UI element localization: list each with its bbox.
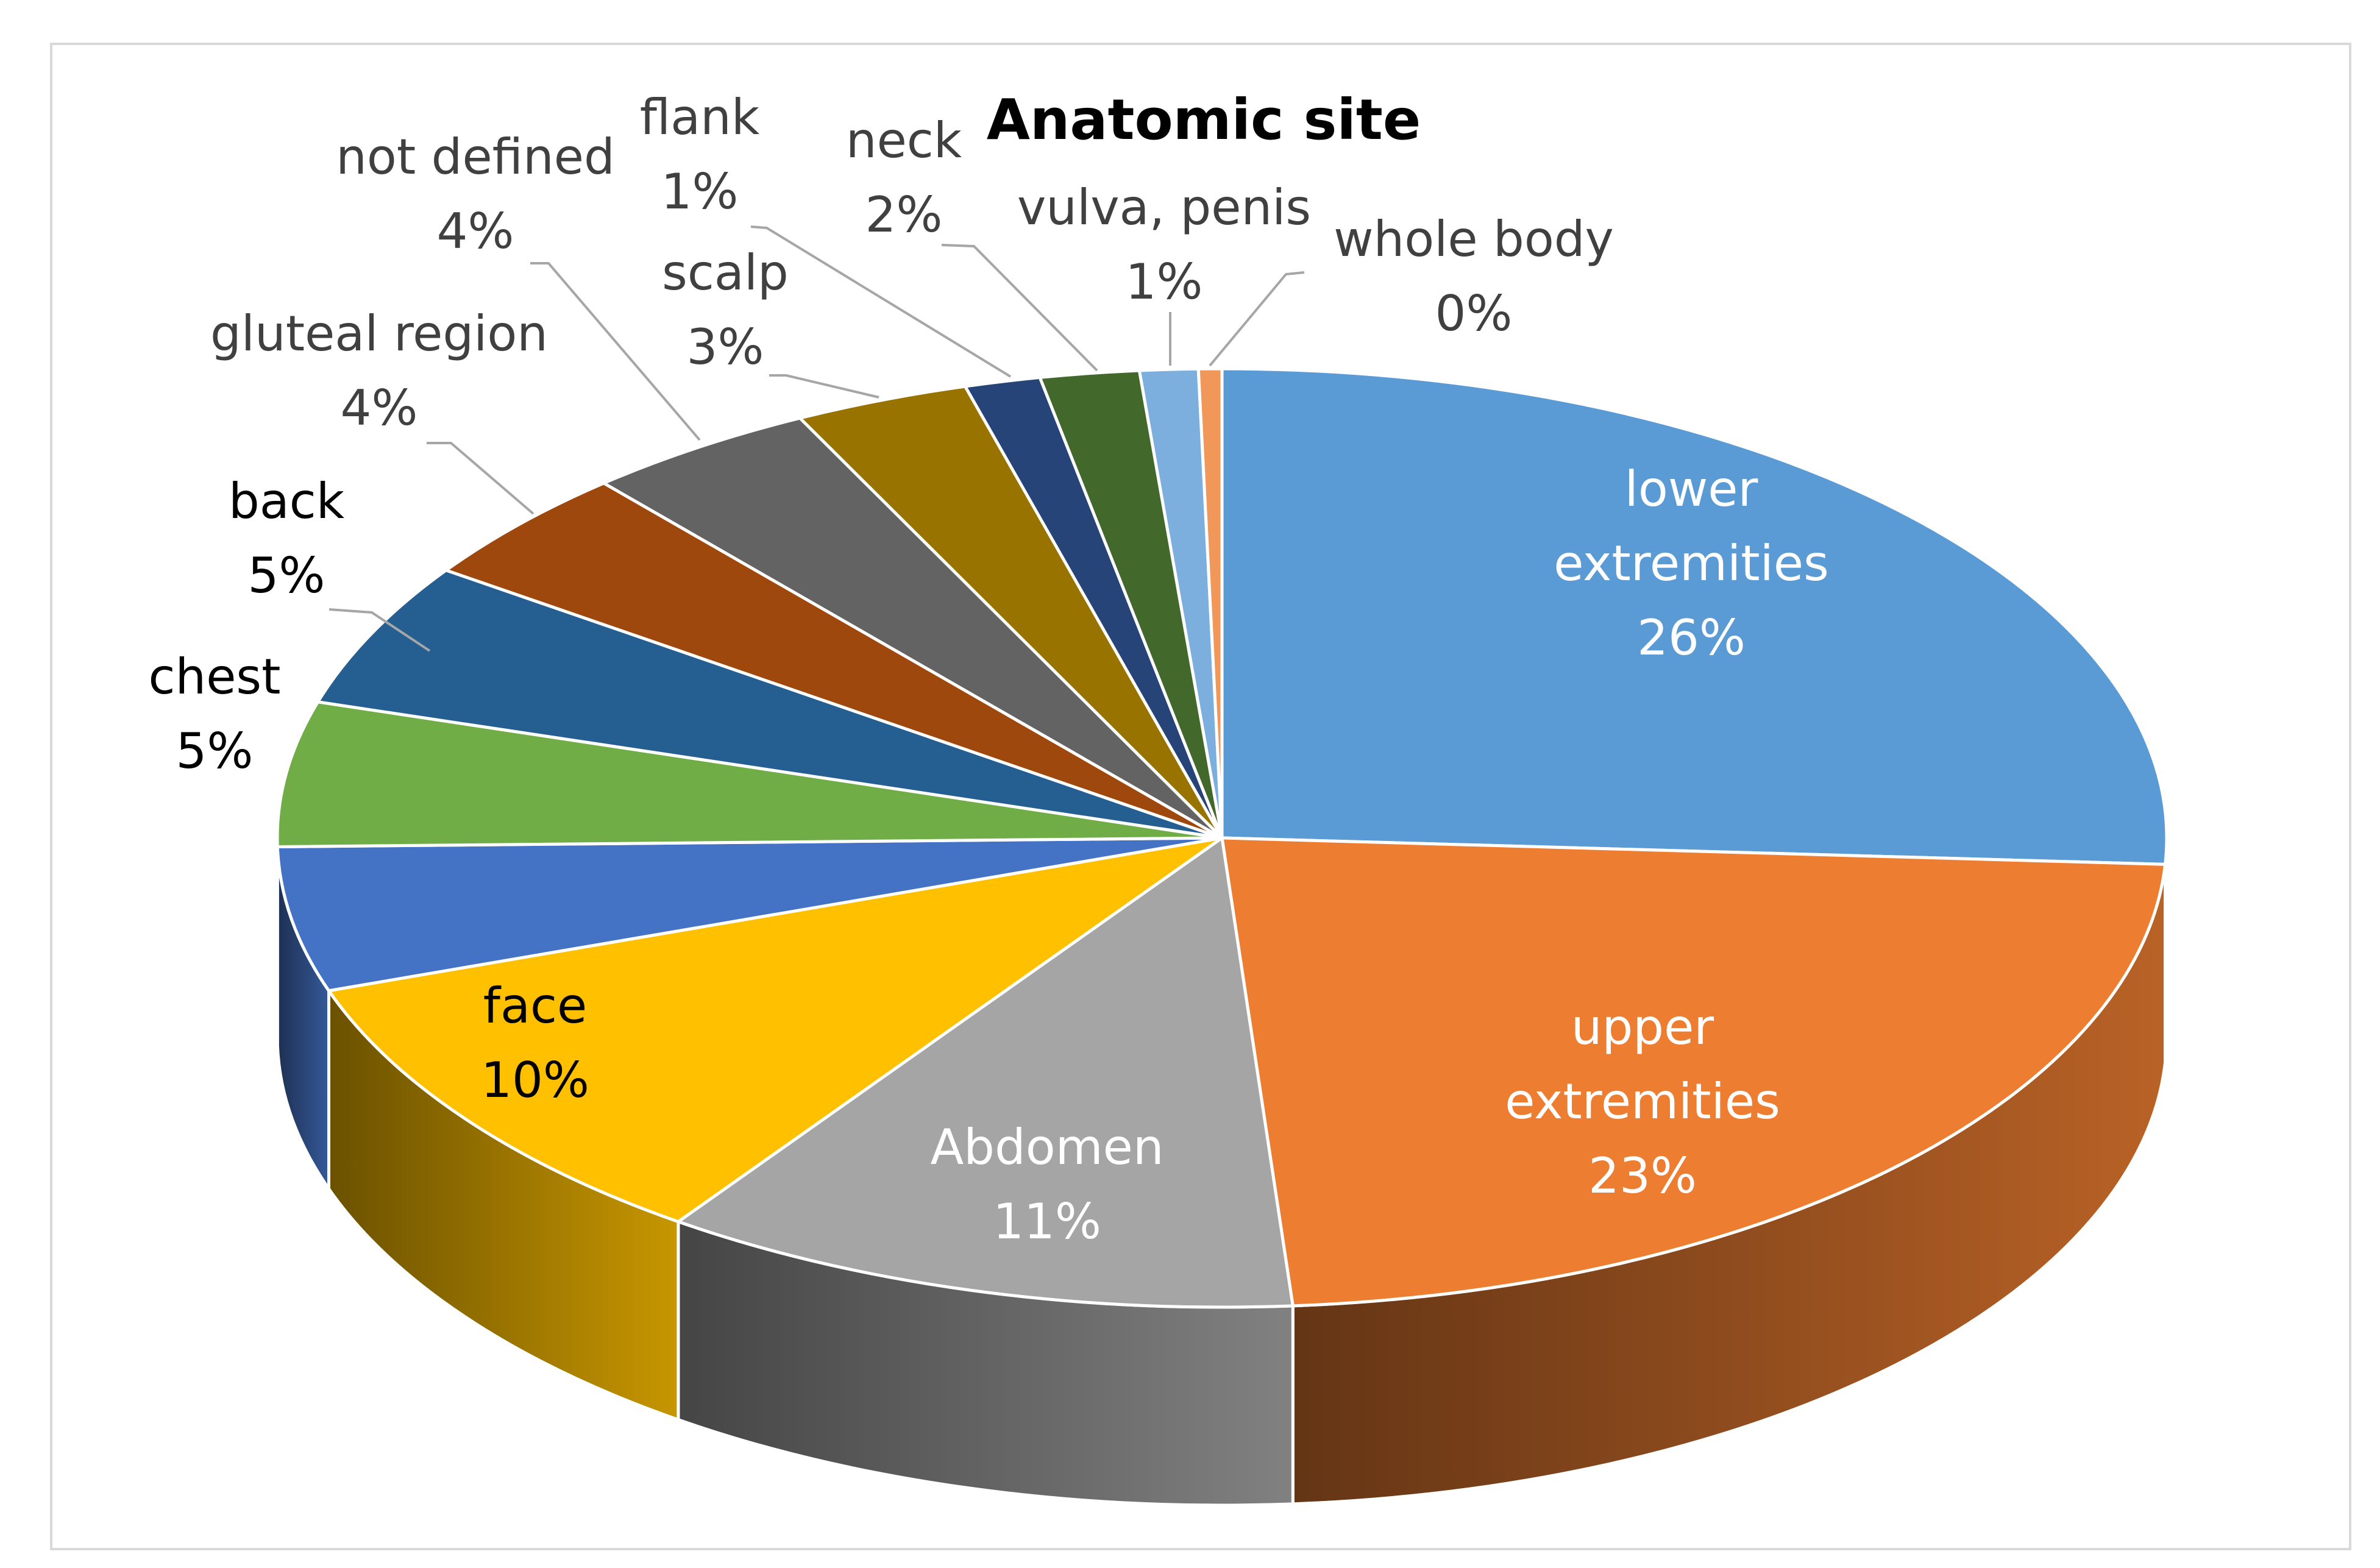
data-label-category: neck [846,112,962,169]
data-label-category: upper [1571,999,1714,1055]
data-label-vulva-penis: vulva, penis 1% [1017,179,1311,310]
data-label-percent: 10% [481,1052,589,1109]
data-label-back: back 5% [229,473,345,604]
data-labels: lower extremities 26% upper extremities 23% Ab… [149,89,1829,1250]
data-label-percent: 4% [437,203,514,260]
pie-slice-whole-body [1196,367,1224,840]
data-label-category: not defined [336,129,615,185]
data-label-upper-extremities: upper extremities 23% [1505,999,1780,1204]
leader-line [329,608,431,652]
pie-slice-abdomen [677,836,1295,1309]
chart-title: Anatomic site [987,87,1421,152]
data-label-percent: 5% [176,723,254,779]
leader-line [941,244,1098,372]
data-label-category: flank [640,89,760,146]
data-label-category: face [483,977,587,1034]
data-label-category: scalp [662,244,789,301]
leader-line [750,225,1012,378]
data-label-percent: 4% [341,380,418,436]
data-label-percent: 0% [1435,285,1513,342]
pie-slice-scalp [798,385,1224,840]
pie-slice-unlabeled-4 [275,836,1224,993]
data-label-category: chest [149,648,281,705]
data-label-percent: 1% [661,163,739,220]
pie-slices [275,367,2169,1309]
data-label-category: back [229,473,345,530]
data-label-scalp: scalp 3% [662,244,789,375]
data-label-category: gluteal region [210,305,548,362]
data-label-flank: flank 1% [640,89,760,220]
pie-slice-not-defined [602,416,1224,840]
data-label-percent: 5% [248,547,325,604]
data-label-category: lower [1625,461,1758,517]
data-label-percent: 2% [865,186,943,243]
data-label-abdomen: Abdomen 11% [930,1119,1163,1250]
pie-slice-gluteal-region [444,481,1224,840]
pie-slice-chest [275,700,1224,848]
data-label-category: whole body [1334,211,1614,268]
pie-sides [275,836,2169,1507]
pie-slice-upper-extremities [1220,836,2167,1308]
leader-line [530,262,701,441]
leader-line [427,442,535,515]
data-label-category: extremities [1505,1073,1780,1130]
pie-slice-face [327,836,1224,1224]
data-label-gluteal-region: gluteal region 4% [210,305,548,436]
data-label-percent: 23% [1588,1148,1697,1204]
data-label-not-defined: not defined 4% [336,129,615,260]
data-label-percent: 11% [993,1193,1101,1250]
data-label-chest: chest 5% [149,648,281,779]
data-label-lower-extremities: lower extremities 26% [1554,461,1829,666]
data-label-category: extremities [1554,535,1829,592]
data-label-neck: neck 2% [846,112,962,243]
leader-line [1209,271,1305,367]
data-label-percent: 1% [1126,254,1203,310]
data-label-face: face 10% [481,977,589,1109]
leader-line [769,374,879,399]
data-label-percent: 26% [1637,609,1746,666]
data-label-whole-body: whole body 0% [1334,211,1614,342]
data-label-percent: 3% [687,319,764,375]
data-label-category: Abdomen [930,1119,1163,1176]
pie-slice-back [316,569,1224,840]
pie-slice-lower-extremities [1220,367,2169,866]
data-label-category: vulva, penis [1017,179,1311,236]
leader-lines [329,225,1305,652]
